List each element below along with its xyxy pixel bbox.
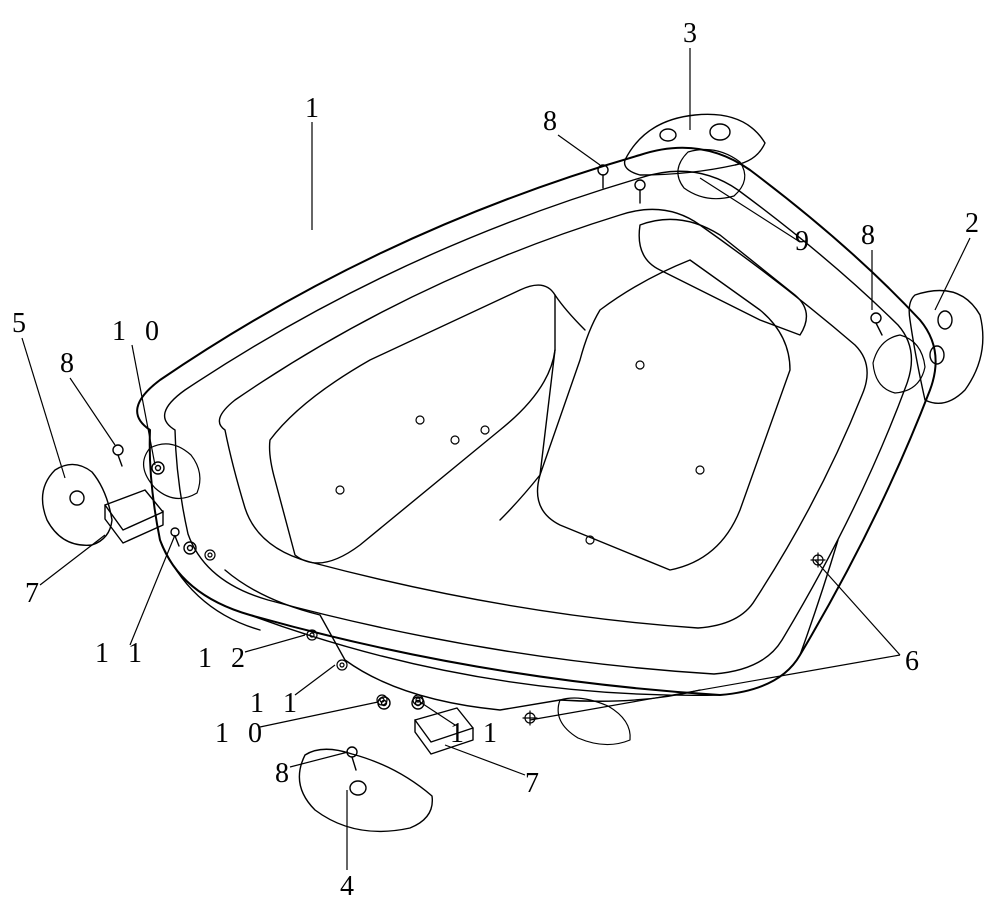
callout-7b: 7 bbox=[525, 770, 545, 798]
callout-9: 9 bbox=[795, 228, 815, 256]
callout-1: 1 bbox=[305, 95, 325, 123]
callout-6: 6 bbox=[905, 648, 925, 676]
callout-5: 5 bbox=[12, 310, 32, 338]
callout-11a: 1 1 bbox=[95, 640, 148, 668]
callout-12: 1 2 bbox=[198, 645, 251, 673]
callout-11b: 1 1 bbox=[250, 690, 303, 718]
callout-8b: 8 bbox=[861, 222, 881, 250]
base-illustration bbox=[0, 0, 1000, 912]
callout-3: 3 bbox=[683, 20, 703, 48]
callout-11c: 1 1 bbox=[450, 720, 503, 748]
callout-10b: 1 0 bbox=[215, 720, 268, 748]
diagram-stage: 1 3 8 2 8 9 5 1 0 8 7 1 1 1 2 1 1 1 0 1 … bbox=[0, 0, 1000, 912]
callout-8a: 8 bbox=[543, 108, 563, 136]
callout-7a: 7 bbox=[25, 580, 45, 608]
callout-8c: 8 bbox=[60, 350, 80, 378]
callout-10a: 1 0 bbox=[112, 318, 165, 346]
callout-4: 4 bbox=[340, 873, 360, 901]
callout-2: 2 bbox=[965, 210, 985, 238]
callout-8d: 8 bbox=[275, 760, 295, 788]
